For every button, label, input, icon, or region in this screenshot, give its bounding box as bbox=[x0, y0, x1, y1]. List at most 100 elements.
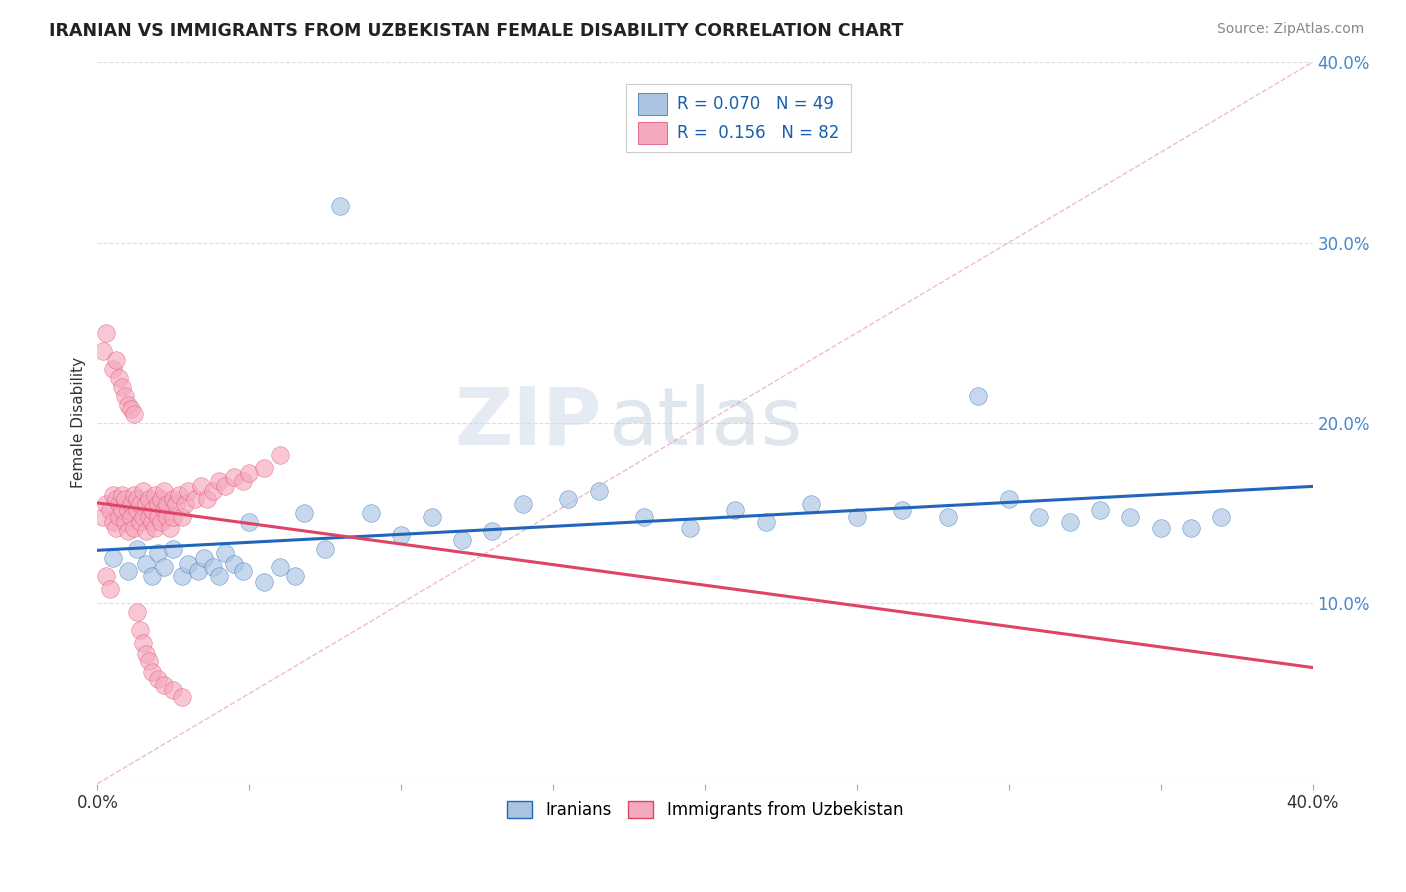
Point bbox=[101, 515, 124, 529]
Point bbox=[253, 461, 276, 475]
Point bbox=[1028, 509, 1050, 524]
Point bbox=[107, 371, 129, 385]
Point bbox=[159, 520, 181, 534]
Point bbox=[98, 502, 121, 516]
Point bbox=[755, 515, 778, 529]
Point bbox=[162, 509, 184, 524]
Point bbox=[253, 574, 276, 589]
Text: R = 0.070   N = 49: R = 0.070 N = 49 bbox=[678, 95, 834, 113]
Point bbox=[187, 564, 209, 578]
Point bbox=[162, 682, 184, 697]
Point bbox=[141, 569, 163, 583]
Point bbox=[132, 636, 155, 650]
Point bbox=[169, 488, 191, 502]
Point bbox=[201, 484, 224, 499]
Point bbox=[120, 497, 142, 511]
Point bbox=[232, 474, 254, 488]
Point bbox=[132, 509, 155, 524]
Point bbox=[269, 449, 291, 463]
Point bbox=[329, 199, 352, 213]
Point bbox=[232, 564, 254, 578]
Point bbox=[193, 551, 215, 566]
Point bbox=[153, 560, 176, 574]
Point bbox=[936, 509, 959, 524]
Point bbox=[172, 690, 194, 705]
Point bbox=[111, 380, 134, 394]
Point bbox=[114, 515, 136, 529]
Point bbox=[120, 401, 142, 416]
Bar bbox=[638, 122, 668, 144]
Point bbox=[117, 398, 139, 412]
Point bbox=[201, 560, 224, 574]
Point bbox=[633, 509, 655, 524]
Point bbox=[96, 497, 118, 511]
Point bbox=[143, 520, 166, 534]
Point bbox=[111, 502, 134, 516]
Point bbox=[122, 520, 145, 534]
Point bbox=[135, 647, 157, 661]
Point bbox=[101, 488, 124, 502]
Point bbox=[724, 502, 747, 516]
Point bbox=[135, 524, 157, 538]
Point bbox=[481, 524, 503, 538]
Point bbox=[146, 546, 169, 560]
Point bbox=[104, 491, 127, 506]
Point bbox=[138, 491, 160, 506]
Point bbox=[125, 491, 148, 506]
Point bbox=[420, 509, 443, 524]
Point bbox=[135, 497, 157, 511]
Point bbox=[146, 672, 169, 686]
Point bbox=[104, 520, 127, 534]
Point bbox=[845, 509, 868, 524]
Point bbox=[269, 560, 291, 574]
Point bbox=[1149, 520, 1171, 534]
Point bbox=[107, 509, 129, 524]
Point bbox=[141, 515, 163, 529]
Point bbox=[153, 502, 176, 516]
Point bbox=[195, 491, 218, 506]
Point bbox=[156, 509, 179, 524]
Point bbox=[222, 557, 245, 571]
Point bbox=[238, 467, 260, 481]
Point bbox=[138, 654, 160, 668]
Bar bbox=[638, 93, 668, 115]
Point bbox=[1211, 509, 1233, 524]
Point bbox=[208, 474, 231, 488]
Point bbox=[96, 326, 118, 340]
Point bbox=[156, 497, 179, 511]
Point bbox=[588, 484, 610, 499]
Point bbox=[451, 533, 474, 548]
Point bbox=[177, 484, 200, 499]
Point bbox=[238, 515, 260, 529]
Point bbox=[214, 546, 236, 560]
Text: ZIP: ZIP bbox=[454, 384, 602, 462]
Point bbox=[967, 389, 990, 403]
Point bbox=[172, 509, 194, 524]
Point bbox=[150, 491, 173, 506]
Point bbox=[93, 509, 115, 524]
Point bbox=[800, 497, 823, 511]
Text: Source: ZipAtlas.com: Source: ZipAtlas.com bbox=[1216, 22, 1364, 37]
Point bbox=[111, 488, 134, 502]
Point bbox=[117, 564, 139, 578]
Point bbox=[117, 502, 139, 516]
Point bbox=[557, 491, 579, 506]
Point bbox=[114, 491, 136, 506]
Point bbox=[114, 389, 136, 403]
Point bbox=[125, 542, 148, 557]
Point bbox=[183, 491, 205, 506]
Point bbox=[360, 506, 382, 520]
Point bbox=[1180, 520, 1202, 534]
Point bbox=[132, 484, 155, 499]
Point bbox=[104, 352, 127, 367]
Point bbox=[122, 407, 145, 421]
Point bbox=[292, 506, 315, 520]
Point bbox=[107, 497, 129, 511]
Point bbox=[150, 515, 173, 529]
Point bbox=[162, 542, 184, 557]
Point bbox=[997, 491, 1019, 506]
Point bbox=[153, 677, 176, 691]
Point bbox=[141, 665, 163, 679]
Point bbox=[146, 497, 169, 511]
Point bbox=[153, 484, 176, 499]
